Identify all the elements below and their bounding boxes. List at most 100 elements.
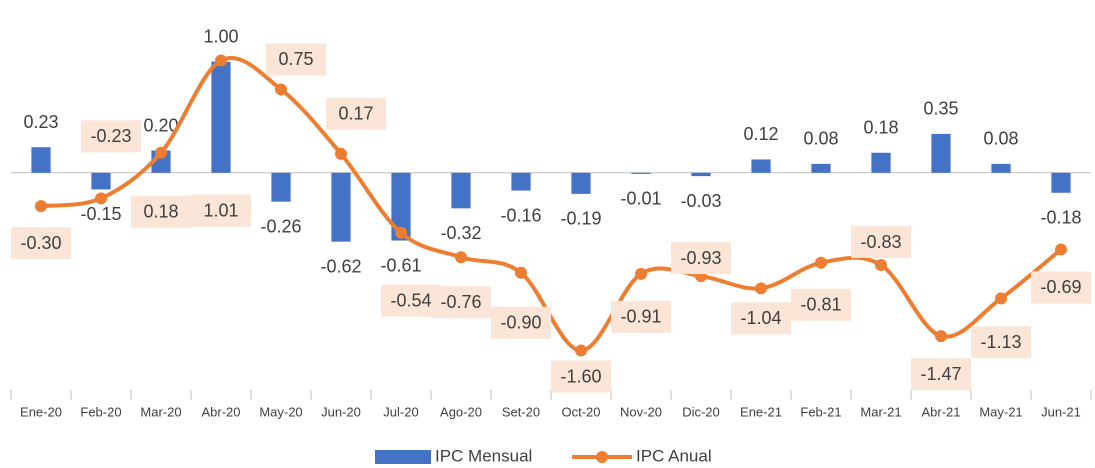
line-marker: [935, 330, 947, 343]
bar: [331, 172, 351, 242]
x-tick-label: Abr-21: [921, 404, 960, 419]
line-value-label-group: -0.93: [671, 242, 731, 275]
line-value-label: -0.23: [90, 126, 131, 146]
line-value-label: -1.60: [560, 366, 601, 386]
line-value-label: -0.91: [620, 307, 661, 327]
line-value-label-group: -0.81: [791, 288, 851, 321]
bar: [91, 172, 111, 190]
line-value-label: -1.04: [740, 308, 781, 328]
bar: [991, 163, 1011, 173]
legend-label: IPC Mensual: [435, 446, 532, 465]
line-marker: [395, 226, 407, 239]
bar: [691, 172, 711, 177]
x-tick-label: Ene-21: [740, 404, 782, 419]
bar-value-label: 0.35: [923, 99, 958, 119]
x-tick-label: Oct-20: [561, 404, 600, 419]
bar-value-label: 0.12: [743, 124, 778, 144]
bar: [631, 172, 651, 174]
legend-label: IPC Anual: [636, 446, 712, 465]
line-marker: [995, 292, 1007, 305]
line-value-label: -0.81: [800, 295, 841, 315]
bar-value-label: -0.01: [620, 189, 661, 209]
line-marker: [815, 256, 827, 269]
legend-marker: [596, 451, 608, 463]
x-tick-label: Nov-20: [620, 404, 662, 419]
line-value-label-group: -0.30: [11, 227, 71, 260]
line-value-label-group: -0.23: [81, 120, 141, 153]
label-box: [791, 288, 851, 321]
line-value-label: 0.17: [338, 104, 373, 124]
label-box: [971, 326, 1031, 359]
line-value-label-group: 0.75: [266, 43, 326, 76]
bar: [751, 159, 771, 173]
bar-value-label: 0.18: [863, 118, 898, 138]
bar-value-label: 0.23: [23, 112, 58, 132]
line-value-label-group: -1.47: [911, 358, 971, 391]
line-marker: [215, 54, 227, 67]
line-marker: [875, 259, 887, 271]
x-tick-label: Mar-20: [140, 404, 181, 419]
line-marker: [755, 282, 767, 295]
bar-value-label: 0.08: [983, 129, 1018, 149]
line-marker: [335, 147, 347, 160]
line-value-label-group: 0.18: [131, 195, 191, 228]
line-marker: [35, 200, 47, 213]
x-tick-label: Ene-20: [20, 404, 62, 419]
line-value-label: -0.90: [500, 313, 541, 333]
line-value-label: -0.76: [440, 292, 481, 312]
bar-value-label: -0.19: [560, 209, 601, 229]
line-value-label-group: -1.13: [971, 326, 1031, 359]
line-value-label: -0.93: [680, 248, 721, 268]
line-marker: [635, 267, 647, 280]
bar: [931, 133, 951, 173]
line-value-label-group: -0.90: [491, 306, 551, 339]
bar: [511, 172, 531, 191]
line-marker: [455, 251, 467, 264]
x-tick-label: Dic-20: [682, 404, 720, 419]
line-value-label: -0.69: [1040, 277, 1081, 297]
bar-value-label: -0.62: [320, 256, 361, 276]
x-tick-label: Mar-21: [860, 404, 901, 419]
x-tick-label: Jun-21: [1041, 404, 1081, 419]
x-tick-label: Set-20: [502, 404, 540, 419]
bar: [871, 152, 891, 173]
line-value-label: 0.18: [143, 202, 178, 222]
bar: [451, 172, 471, 209]
bar: [271, 172, 291, 202]
bar: [211, 61, 231, 173]
line-marker: [155, 146, 167, 159]
bar-value-label: 0.08: [803, 129, 838, 149]
line-marker: [1055, 243, 1067, 256]
bar: [1051, 172, 1071, 193]
bar-value-label: -0.26: [260, 216, 301, 236]
label-box: [851, 226, 911, 258]
line-value-label: -0.83: [860, 232, 901, 252]
line-value-label: -1.13: [980, 332, 1021, 352]
legend-swatch: [375, 450, 431, 464]
x-tick-label: Feb-21: [800, 404, 841, 419]
label-box: [431, 286, 491, 319]
x-tick-label: May-21: [979, 404, 1022, 419]
line-value-label: 0.75: [278, 49, 313, 69]
line-marker: [275, 83, 287, 96]
label-box: [551, 360, 611, 393]
label-box: [491, 306, 551, 339]
label-box: [266, 43, 326, 76]
line-value-label-group: -0.76: [431, 286, 491, 319]
line-value-label-group: -0.83: [851, 226, 911, 258]
x-tick-label: Ago-20: [440, 404, 482, 419]
x-tick-label: Jul-20: [383, 404, 418, 419]
label-box: [1031, 271, 1091, 304]
line-value-label-group: -0.91: [611, 300, 671, 333]
label-box: [671, 242, 731, 275]
line-value-label-group: 0.17: [326, 97, 386, 130]
line-value-label: -0.54: [390, 291, 431, 311]
x-tick-label: Jun-20: [321, 404, 361, 419]
label-box: [191, 194, 251, 227]
bar-value-label: -0.18: [1040, 208, 1081, 228]
bar: [571, 172, 591, 194]
x-tick-label: Feb-20: [80, 404, 121, 419]
label-box: [731, 302, 791, 335]
line-marker: [515, 266, 527, 279]
